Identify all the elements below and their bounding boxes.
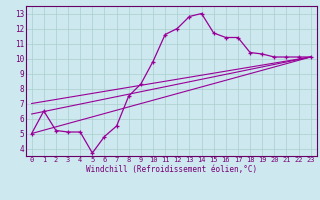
X-axis label: Windchill (Refroidissement éolien,°C): Windchill (Refroidissement éolien,°C) [86, 165, 257, 174]
